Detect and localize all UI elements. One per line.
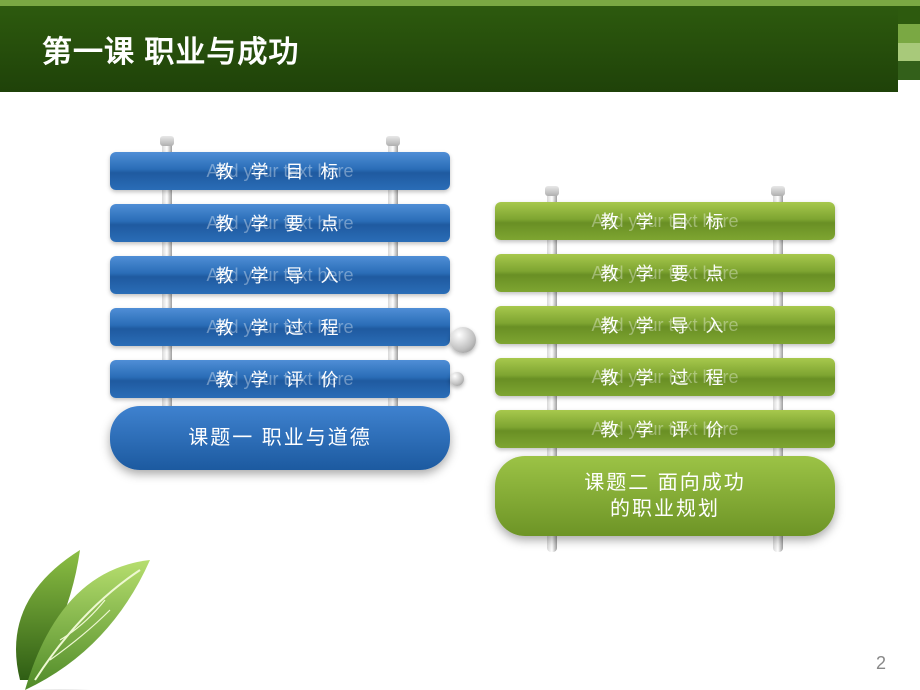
rung-label: 教 学 评 价: [600, 416, 729, 442]
rung[interactable]: Add your text here 教 学 过 程: [495, 358, 835, 396]
slide: 第一课 职业与成功 Add your text here 教 学 目 标 Add…: [0, 0, 920, 690]
ladder-base-green[interactable]: 课题二 面向成功 的职业规划: [495, 456, 835, 536]
rung[interactable]: Add your text here 教 学 目 标: [495, 202, 835, 240]
rung-label: 教 学 导 入: [215, 262, 344, 288]
rung[interactable]: Add your text here 教 学 评 价: [110, 360, 450, 398]
rung[interactable]: Add your text here 教 学 过 程: [110, 308, 450, 346]
stripe-seg: [898, 43, 920, 61]
rung-label: 教 学 目 标: [215, 158, 344, 184]
slide-header: 第一课 职业与成功: [0, 0, 920, 92]
rung-label: 教 学 要 点: [600, 260, 729, 286]
header-stripe: [898, 6, 920, 98]
stripe-seg: [898, 24, 920, 42]
slide-title: 第一课 职业与成功: [42, 27, 299, 71]
ladder-blue: Add your text here 教 学 目 标 Add your text…: [110, 142, 450, 470]
rung[interactable]: Add your text here 教 学 要 点: [495, 254, 835, 292]
bullet-dot-icon: [450, 372, 464, 386]
rung-label: 教 学 过 程: [600, 364, 729, 390]
rung-label: 教 学 目 标: [600, 208, 729, 234]
bullet-dot-icon: [450, 327, 476, 353]
ladder-green: Add your text here 教 学 目 标 Add your text…: [495, 192, 835, 536]
ladder-base-blue[interactable]: 课题一 职业与道德: [110, 406, 450, 470]
rung-label: 教 学 要 点: [215, 210, 344, 236]
stripe-seg: [898, 61, 920, 79]
rung[interactable]: Add your text here 教 学 评 价: [495, 410, 835, 448]
base-title-line1: 课题二 面向成功: [584, 470, 746, 496]
stripe-seg: [898, 6, 920, 24]
slide-body: Add your text here 教 学 目 标 Add your text…: [0, 92, 920, 690]
rung[interactable]: Add your text here 教 学 导 入: [110, 256, 450, 294]
rung[interactable]: Add your text here 教 学 目 标: [110, 152, 450, 190]
rungs-green: Add your text here 教 学 目 标 Add your text…: [495, 192, 835, 448]
rung[interactable]: Add your text here 教 学 要 点: [110, 204, 450, 242]
page-number: 2: [876, 653, 886, 674]
base-title: 课题一 职业与道德: [188, 425, 372, 451]
rung[interactable]: Add your text here 教 学 导 入: [495, 306, 835, 344]
base-title-line2: 的职业规划: [610, 496, 720, 522]
rungs-blue: Add your text here 教 学 目 标 Add your text…: [110, 142, 450, 398]
rung-label: 教 学 评 价: [215, 366, 344, 392]
rung-label: 教 学 过 程: [215, 314, 344, 340]
rung-label: 教 学 导 入: [600, 312, 729, 338]
leaf-icon: [0, 540, 160, 690]
